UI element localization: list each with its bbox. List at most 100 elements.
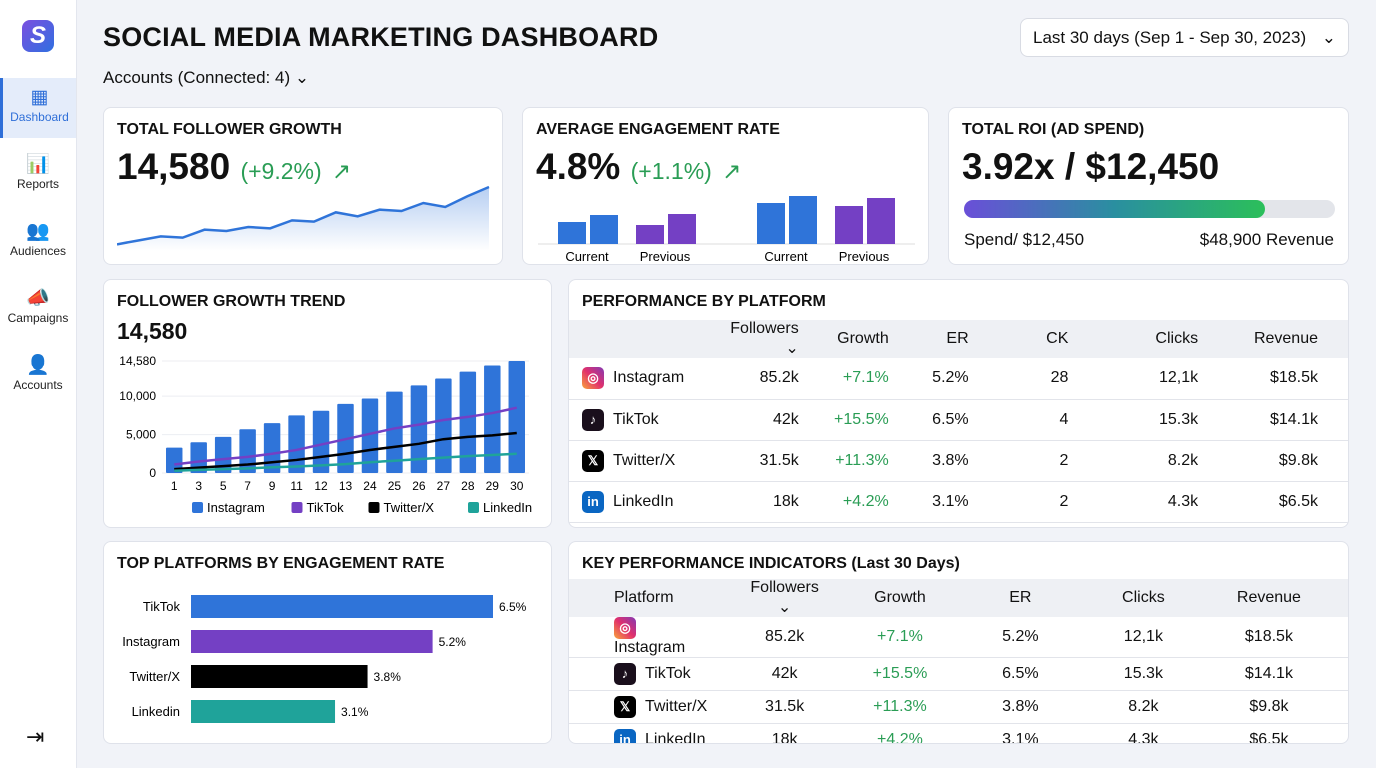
table-row[interactable]: ♪ TikTok 42k +15.5% 6.5% 4 15.3k $14.1k (569, 399, 1348, 441)
column-header[interactable]: Growth (828, 320, 919, 358)
instagram-bar (312, 410, 330, 473)
table-row[interactable]: ♪ TikTok 42k +15.5% 6.5% 15.3k $14.1k (569, 657, 1348, 691)
column-header[interactable]: Platform (569, 579, 744, 617)
column-header[interactable]: Revenue (1219, 579, 1348, 617)
table-cell: 31.5k (743, 690, 856, 724)
engagement-value: 4.8% (+1.1%) ↗ (536, 146, 741, 188)
table-cell: 18k (718, 481, 829, 523)
chevron-down-icon: ⌄ (294, 68, 310, 87)
x-tick-label: 5 (220, 479, 227, 493)
table-cell: 5.2% (973, 617, 1097, 658)
table-row[interactable]: ◎Instagram 85.2k +7.1% 5.2% 12,1k $18.5k (569, 617, 1348, 658)
instagram-bar (435, 378, 452, 473)
column-header[interactable] (569, 320, 719, 358)
platform-name: Instagram (614, 639, 686, 656)
table-cell: 42k (718, 399, 829, 441)
logout-icon[interactable]: ⇥ (26, 724, 45, 749)
column-header[interactable]: Clicks (1096, 579, 1220, 617)
sidebar-item-label: Campaigns (7, 311, 69, 325)
table-cell: 18k (743, 723, 856, 743)
column-header[interactable]: Growth (856, 579, 974, 617)
table-row[interactable]: 𝕏 Twitter/X 31.5k +11.3% 3.8% 8.2k $9.8k (569, 690, 1348, 724)
instagram-icon: ◎ (582, 367, 604, 390)
column-header[interactable]: ER (973, 579, 1097, 617)
follower-trend-card: FOLLOWER GROWTH TREND 14,580 14,580 10,00… (103, 279, 552, 528)
card-title: PERFORMANCE BY PLATFORM (582, 293, 826, 310)
table-cell: $14.1k (1219, 657, 1348, 691)
page-title: SOCIAL MEDIA MARKETING DASHBOARD (103, 22, 659, 52)
instagram-bar (459, 371, 477, 473)
table-cell: 4 (998, 399, 1099, 441)
column-header[interactable]: ER (918, 320, 999, 358)
table-row[interactable]: ◎ Instagram 85.2k +7.1% 5.2% 28 12,1k $18.5k (569, 358, 1348, 400)
dashboard-icon: ▦ (30, 87, 49, 108)
platform-name: Instagram (613, 369, 685, 387)
card-title: TOTAL FOLLOWER GROWTH (117, 121, 342, 138)
accounts-dropdown[interactable]: Accounts (Connected: 4) ⌄ (103, 68, 309, 88)
platform-name: Twitter/X (613, 451, 676, 469)
engagement-bar (558, 222, 586, 244)
column-header[interactable]: Followers ⌄ (743, 579, 856, 617)
sidebar-item-reports[interactable]: 📊 Reports (0, 145, 76, 205)
table-cell: 85.2k (743, 617, 856, 658)
tiktok-icon: ♪ (582, 408, 604, 431)
platform-name: TikTok (613, 410, 659, 428)
engagement-bar (835, 206, 863, 244)
table-cell: +4.2% (828, 481, 919, 523)
table-cell: 4.3k (1098, 481, 1229, 523)
kpi-value: 14,580 (117, 146, 231, 187)
y-tick-label: 10,000 (119, 389, 156, 403)
arrow-up-right-icon: ↗ (331, 158, 352, 184)
table-cell: $18.5k (1219, 617, 1348, 658)
column-header[interactable]: Followers ⌄ (718, 320, 829, 358)
table-row[interactable]: in LinkedIn 18k +4.2% 3.1% 2 4.3k $6.5k (569, 481, 1348, 523)
table-row[interactable]: in LinkedIn 18k +4.2% 3.1% 4.3k $6.5k (569, 723, 1348, 744)
sidebar-item-audiences[interactable]: 👥 Audiences (0, 212, 76, 272)
audiences-icon: 👥 (26, 221, 50, 242)
sidebar-item-dashboard[interactable]: ▦ Dashboard (0, 78, 76, 138)
table-cell: +15.5% (856, 657, 974, 691)
column-header[interactable]: Clicks (1098, 320, 1229, 358)
kpi-change: (+9.2%) (240, 158, 322, 184)
legend-swatch (468, 502, 479, 513)
y-tick-label: 5,000 (126, 428, 156, 442)
date-range-dropdown[interactable]: Last 30 days (Sep 1 - Sep 30, 2023) ⌄ (1020, 18, 1349, 57)
x-tick-label: 30 (510, 479, 524, 493)
follower-growth-card: TOTAL FOLLOWER GROWTH 14,580 (+9.2%) ↗ (103, 107, 503, 265)
table-cell: +11.3% (856, 690, 974, 724)
table-header: Followers ⌄ Growth ER CK Clicks Revenue (569, 320, 1348, 358)
table-cell: +4.2% (856, 723, 974, 743)
roi-value: 3.92x / $12,450 (962, 146, 1220, 187)
card-title: TOP PLATFORMS BY ENGAGEMENT RATE (117, 555, 445, 572)
platform-name: LinkedIn (645, 731, 706, 744)
kpi-value: 4.8% (536, 146, 621, 187)
engagement-bar (668, 214, 696, 244)
x-tick-label: 25 (388, 479, 402, 493)
instagram-bar (190, 442, 207, 473)
platform-cell: ♪ TikTok (569, 657, 744, 691)
column-header[interactable]: CK (998, 320, 1099, 358)
kpi-table: Platform Followers ⌄ Growth ER Clicks Revenue… (569, 579, 1348, 744)
sidebar-item-label: Dashboard (10, 110, 69, 124)
column-header[interactable]: Revenue (1228, 320, 1348, 358)
table-cell: 28 (998, 358, 1099, 400)
sidebar-item-campaigns[interactable]: 📣 Campaigns (0, 279, 76, 339)
legend-swatch (368, 502, 380, 513)
table-cell: 12,1k (1098, 358, 1229, 400)
legend-label: Twitter/X (384, 500, 435, 515)
category-label: TikTok (143, 599, 181, 614)
instagram-bar (361, 398, 379, 473)
engagement-bar (191, 665, 368, 688)
table-row[interactable]: 𝕏 Twitter/X 31.5k +11.3% 3.8% 2 8.2k $9.8k (569, 440, 1348, 482)
engagement-bar (636, 225, 664, 244)
table-cell: 8.2k (1096, 690, 1220, 724)
engagement-bar (191, 700, 336, 723)
table-cell: +7.1% (856, 617, 974, 658)
platform-cell: ◎ Instagram (569, 358, 719, 400)
platform-name: TikTok (645, 665, 691, 683)
roi-spend: Spend/ $12,450 (964, 230, 1085, 249)
x-tick-label: 26 (412, 479, 426, 493)
engagement-bar (789, 196, 817, 244)
engagement-bar (757, 203, 785, 244)
sidebar-item-accounts[interactable]: 👤 Accounts (0, 346, 76, 406)
